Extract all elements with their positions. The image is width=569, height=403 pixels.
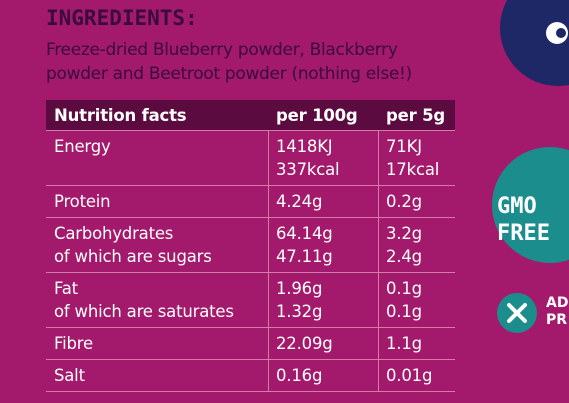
table-cell: Salt [54,360,85,387]
header-cell: per 100g [276,106,358,125]
divider [268,131,269,185]
cell-line: 1.32g [276,302,323,321]
divider [378,186,379,217]
cell-line: 2.4g [386,247,422,266]
table-cell: 4.24g [276,186,322,213]
table-cell: Protein [54,186,111,213]
cell-line: Protein [54,192,111,211]
table-row: Salt 0.16g 0.01g [46,360,455,392]
cell-line: Fat [54,279,78,298]
cell-line: 71KJ [386,137,422,156]
table-cell: 3.2g 2.4g [386,218,422,268]
divider [378,218,379,272]
cell-line: 1418KJ [276,137,333,156]
table-row: Carbohydrates of which are sugars 64.14g 47… [46,218,455,273]
table-cell: 1418KJ 337kcal [276,131,340,181]
table-cell: Fibre [54,328,93,355]
cell-line: 0.1g [386,279,422,298]
badge-text: PR [546,312,567,328]
divider [268,186,269,217]
table-row: Energy 1418KJ 337kcal 71KJ 17kcal [46,131,455,186]
table-row: Fat of which are saturates 1.96g 1.32g 0.1g 0… [46,273,455,328]
cell-line: Energy [54,137,111,156]
cell-line: of which are sugars [54,247,212,266]
cell-line: Salt [54,366,85,385]
cell-line: 0.2g [386,192,422,211]
ingredients-text: powder and Beetroot powder (nothing else… [46,64,412,84]
table-cell: 22.09g [276,328,333,355]
table-row: Fibre 22.09g 1.1g [46,328,455,360]
divider [268,273,269,327]
cell-line: 1.96g [276,279,323,298]
table-cell: Fat of which are saturates [54,273,234,323]
table-cell: 64.14g 47.11g [276,218,333,268]
berry [500,0,569,86]
table-cell: 0.2g [386,186,422,213]
gmo-badge [492,147,569,263]
table-cell: 1.96g 1.32g [276,273,322,323]
cell-line: 17kcal [386,160,440,179]
header-cell: Nutrition facts [54,106,187,125]
ingredients-text: Freeze-dried Blueberry powder, Blackberr… [46,40,398,60]
table-cell: 0.1g 0.1g [386,273,422,323]
nutrition-table: Nutrition facts per 100g per 5g Energy 1418K… [46,100,455,392]
divider [268,218,269,272]
table-cell: 0.16g [276,360,322,387]
cell-line: of which are saturates [54,302,234,321]
cell-line: Carbohydrates [54,224,174,243]
divider [268,360,269,391]
header-cell: per 5g [386,106,445,125]
table-cell: Carbohydrates of which are sugars [54,218,212,268]
table-cell: 1.1g [386,328,422,355]
divider [378,131,379,185]
divider [378,360,379,391]
cell-line: 337kcal [276,160,340,179]
divider [378,273,379,327]
cell-line: 0.01g [386,366,433,385]
table-cell: 71KJ 17kcal [386,131,439,181]
cell-line: 22.09g [276,334,333,353]
cell-line: Fibre [54,334,93,353]
badge-text: AD [546,295,568,311]
ingredients-title: INGREDIENTS: [46,6,198,30]
cell-line: 47.11g [276,247,333,266]
cell-line: 4.24g [276,192,323,211]
table-cell: Energy [54,131,111,158]
x-icon [507,303,527,323]
badge-text: FREE [497,221,550,246]
divider [378,328,379,359]
decorations: GMO FREE AD PR [492,0,569,333]
table-row: Protein 4.24g 0.2g [46,186,455,218]
pupil [556,28,566,38]
cell-line: 64.14g [276,224,333,243]
table-cell: 0.01g [386,360,432,387]
cell-line: 1.1g [386,334,422,353]
cell-line: 0.16g [276,366,323,385]
cell-line: 3.2g [386,224,422,243]
cell-line: 0.1g [386,302,422,321]
header-row: Nutrition facts per 100g per 5g [46,100,455,131]
divider [268,328,269,359]
badge-text: GMO [497,194,537,219]
